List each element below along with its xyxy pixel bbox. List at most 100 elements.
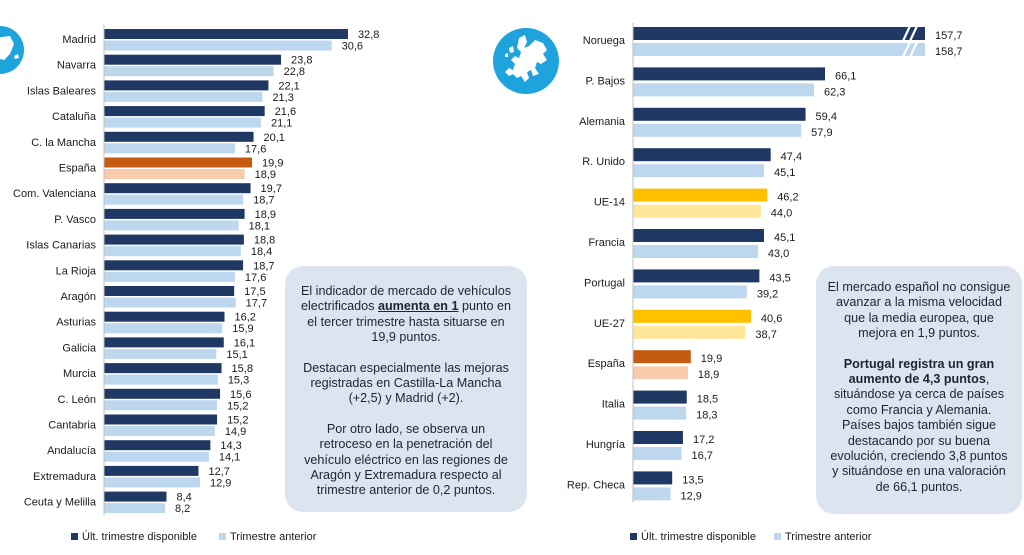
category-label: P. Vasco [54,214,96,226]
bar-current [104,54,282,65]
bar-previous [633,285,747,299]
data-label: 18,4 [251,246,272,258]
data-label: 21,1 [271,118,292,130]
bar-previous [104,297,236,308]
bar-current [104,388,221,399]
legend-swatch-previous [219,533,226,540]
category-label: Portugal [584,277,625,289]
bar-previous [104,348,217,359]
category-label: Andalucía [47,445,97,457]
category-label: Asturias [56,317,96,329]
bar-previous [104,400,218,411]
category-label: Islas Canarias [26,240,96,252]
bar-current [633,229,765,242]
data-label: 21,3 [272,92,293,104]
bar-previous [104,246,241,257]
data-label: 46,2 [777,192,798,204]
data-label: 18,9 [255,209,276,221]
bar-current [104,183,251,194]
legend-label-previous: Trimestre anterior [785,531,872,543]
data-label: 12,9 [210,477,231,489]
commentary-panel-countries: El mercado español no consigue avanzar a… [816,266,1022,514]
bar-current [104,234,244,245]
category-label: Alemania [579,116,626,128]
bar-current [104,286,235,296]
commentary-panel-regions: El indicador de mercado de vehículos ele… [285,266,527,512]
bar-current [633,390,687,404]
commentary-paragraph: Por otro lado, se observa un retroceso e… [304,421,508,498]
bar-current [104,465,199,476]
bar-previous [633,487,671,501]
axis-break-mark [902,41,911,58]
data-label: 15,3 [228,375,249,387]
data-label: 45,1 [774,167,795,179]
bar-current [104,208,245,219]
axis-break-mark [909,25,918,42]
bar-current [104,106,265,117]
legend-swatch-current [71,533,78,540]
data-label: 157,7 [935,30,963,42]
data-label: 39,2 [757,288,778,300]
bar-previous [104,323,223,334]
data-label: 12,9 [680,490,701,502]
bar-previous [104,271,235,282]
data-label: 18,1 [249,220,270,232]
data-label: 57,9 [811,127,832,139]
data-label: 47,4 [781,151,802,163]
category-label: Francia [588,237,626,249]
data-label: 14,1 [219,452,240,464]
bar-current [633,67,825,81]
bar-current [104,260,244,271]
data-label: 32,8 [358,29,379,41]
data-label: 15,2 [227,400,248,412]
category-label: Com. Valenciana [13,188,97,200]
commentary-paragraph: El indicador de mercado de vehículos ele… [300,284,512,345]
bar-current [633,471,673,485]
data-label: 158,7 [935,46,963,58]
bar-previous [633,447,682,460]
bar-current [104,440,211,451]
bar-current [104,157,253,168]
data-label: 17,6 [245,272,266,284]
legend-label-current: Últ. trimestre disponible [82,530,197,543]
bar-previous [633,204,761,218]
category-label: Rep. Checa [567,479,626,491]
bar-current [104,80,269,91]
data-label: 38,7 [755,329,776,341]
bar-previous [104,40,332,51]
data-label: 14,9 [225,426,246,438]
data-label: 23,8 [291,55,312,67]
data-label: 15,2 [227,415,248,427]
category-label: Extremadura [33,471,97,483]
data-label: 18,3 [696,410,717,422]
category-label: Madrid [62,34,96,46]
category-label: Navarra [57,60,97,72]
data-label: 16,1 [234,337,255,349]
data-label: 18,7 [253,260,274,272]
category-label: Hungría [586,439,626,451]
category-label: España [59,163,97,175]
category-label: Islas Baleares [27,85,97,97]
commentary-paragraph: El mercado español no consigue avanzar a… [827,280,1011,341]
data-label: 66,1 [835,70,856,82]
data-label: 21,6 [275,106,296,118]
emphasis-text: aumenta en 1 [377,299,459,314]
bar-current [633,350,691,364]
data-label: 14,3 [220,440,241,452]
data-label: 62,3 [824,86,845,98]
europe-map-icon [493,28,559,94]
bar-previous [633,406,687,420]
data-label: 18,7 [253,195,274,207]
data-label: 8,4 [176,492,191,504]
bar-previous [633,123,802,137]
data-label: 17,5 [244,286,265,298]
category-label: UE-27 [594,318,625,330]
category-label: Ceuta y Melilla [24,497,97,509]
bar-previous [104,374,218,385]
data-label: 20,1 [264,132,285,144]
bar-previous [633,43,925,56]
bar-previous [633,366,688,380]
data-label: 17,6 [245,143,266,155]
